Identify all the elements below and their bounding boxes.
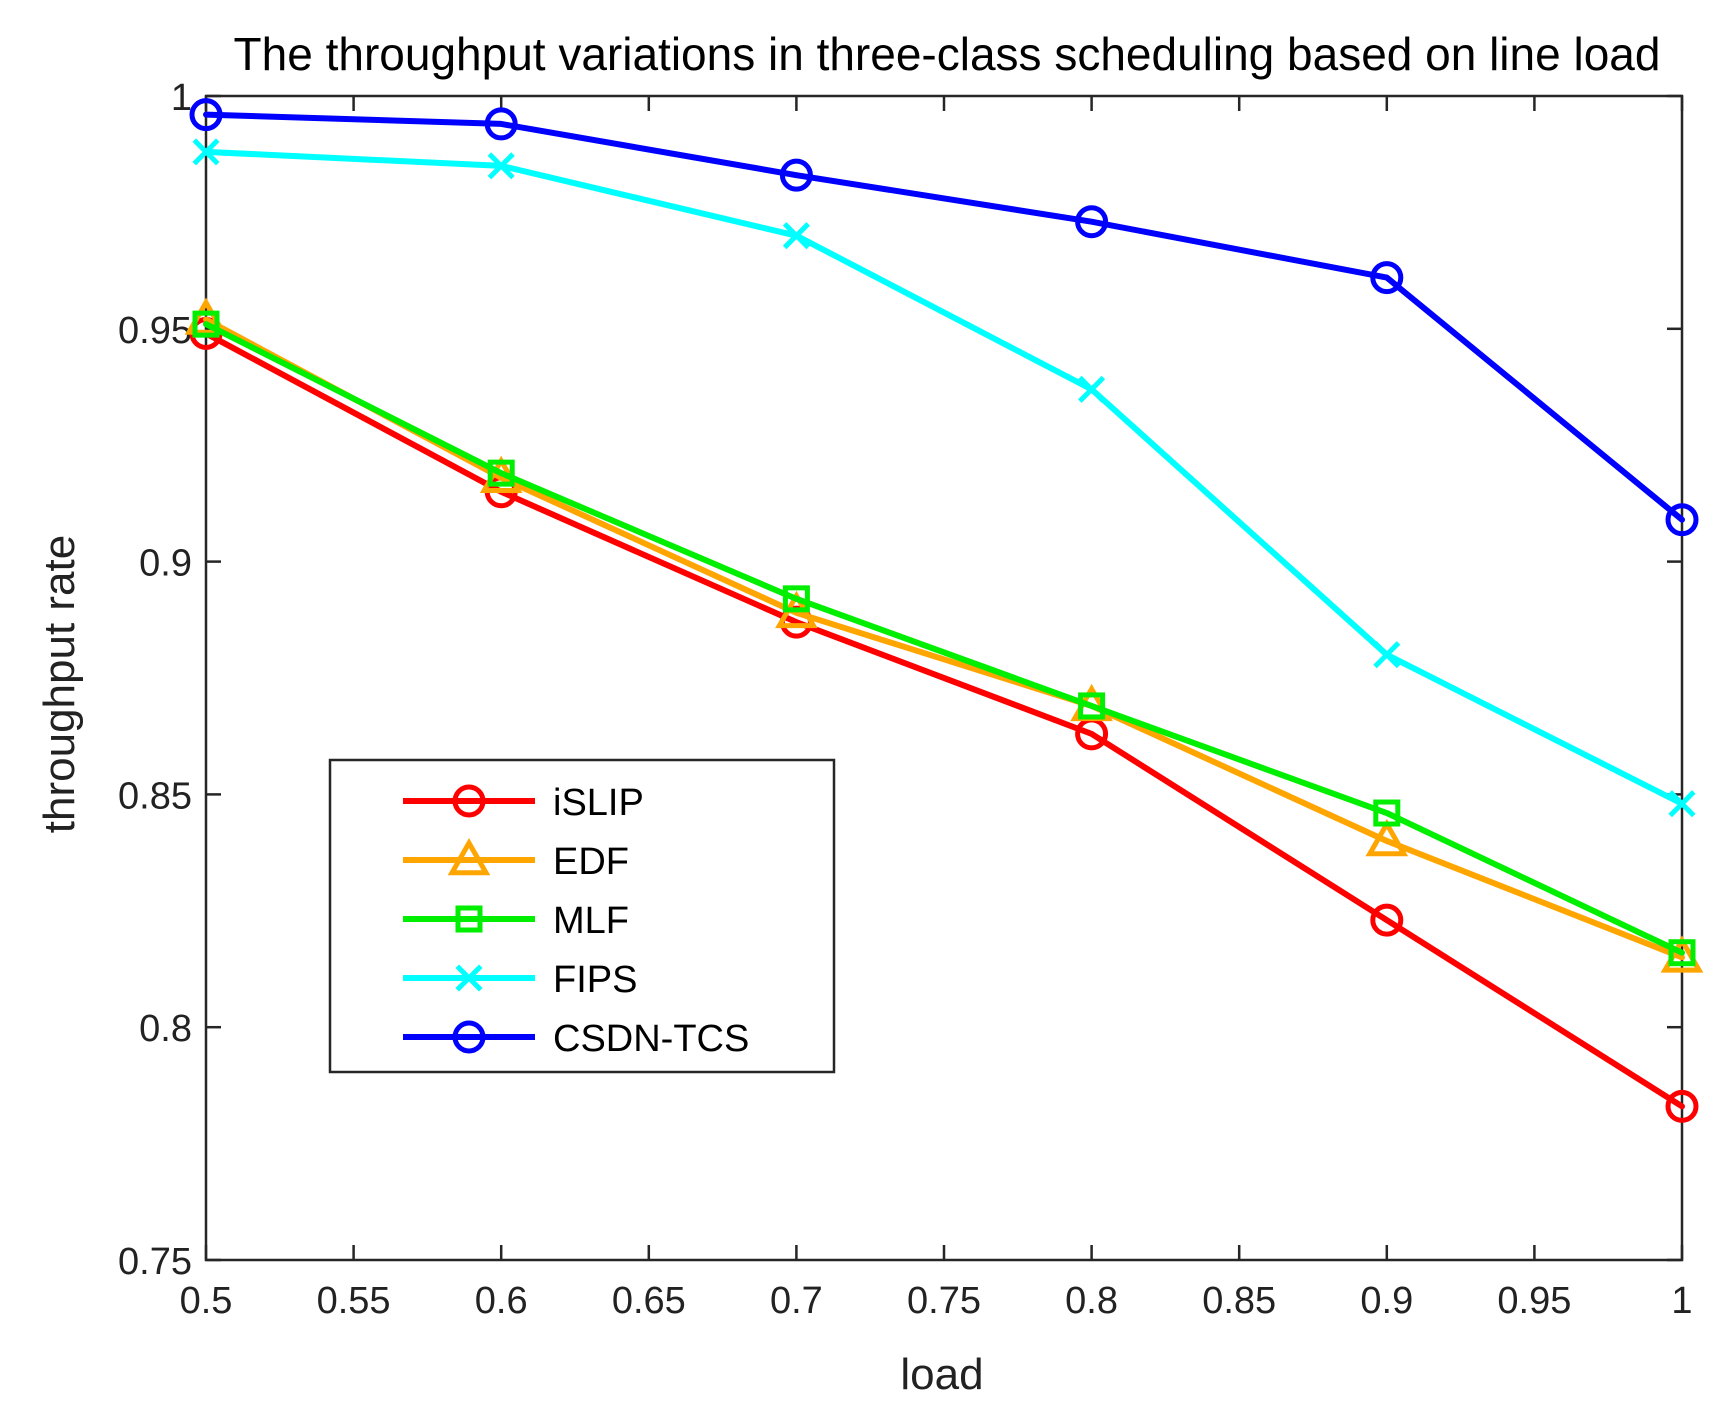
data-point-marker xyxy=(782,222,810,250)
x-tick-label: 0.7 xyxy=(770,1280,823,1322)
legend-marker xyxy=(447,837,491,876)
y-axis-label: throughput rate xyxy=(35,535,84,833)
x-tick-label: 0.65 xyxy=(612,1280,686,1322)
legend-label: CSDN-TCS xyxy=(553,1018,749,1060)
x-tick-label: 0.5 xyxy=(180,1280,233,1322)
data-point-marker xyxy=(484,107,518,141)
series-layer xyxy=(184,98,1704,1123)
x-tick-label: 0.95 xyxy=(1497,1280,1571,1322)
data-point-marker xyxy=(1665,503,1699,537)
legend-marker xyxy=(452,784,486,818)
data-point-marker xyxy=(1078,692,1106,720)
data-point-marker xyxy=(1668,790,1696,818)
data-point-marker xyxy=(487,152,515,180)
y-tick-label: 0.8 xyxy=(139,1008,192,1050)
y-tick-label: 0.9 xyxy=(139,543,192,585)
x-tick-label: 0.55 xyxy=(317,1280,391,1322)
series-line xyxy=(203,330,1685,1110)
legend-marker xyxy=(455,905,483,933)
y-tick-label: 0.85 xyxy=(118,775,192,817)
series-line xyxy=(203,148,1685,807)
series-csdn-tcs xyxy=(189,98,1699,537)
data-point-marker xyxy=(1370,903,1404,937)
data-point-marker xyxy=(1665,1089,1699,1123)
data-point-marker xyxy=(782,585,810,613)
x-tick-label: 0.85 xyxy=(1202,1280,1276,1322)
data-point-marker xyxy=(1078,375,1106,403)
chart-title: The throughput variations in three-class… xyxy=(234,28,1661,80)
x-tick-label: 0.6 xyxy=(475,1280,528,1322)
y-tick-label: 0.75 xyxy=(118,1241,192,1283)
data-point-marker xyxy=(1370,261,1404,295)
x-axis-label: load xyxy=(900,1350,983,1399)
plot-area: 0.5 0.55 0.6 0.65 0.7 0.75 0.8 0.85 0.9 0.95 1 0.75… xyxy=(118,77,1704,1322)
legend-item: EDF xyxy=(403,837,629,883)
series-line xyxy=(203,111,1685,523)
legend-item: iSLIP xyxy=(403,782,644,824)
legend-label: MLF xyxy=(553,900,629,942)
data-point-marker xyxy=(1075,205,1109,239)
x-tick-label: 1 xyxy=(1671,1280,1692,1322)
series-mlf xyxy=(192,310,1696,967)
legend: iSLIP EDF MLF FIPS CSDN-TCS xyxy=(328,758,836,1074)
data-point-marker xyxy=(1373,641,1401,669)
data-point-marker xyxy=(1668,939,1696,967)
legend-item: MLF xyxy=(403,900,629,942)
legend-label: iSLIP xyxy=(553,782,644,824)
data-point-marker xyxy=(192,138,220,166)
data-point-marker xyxy=(189,98,223,132)
y-tick-label: 0.95 xyxy=(118,310,192,352)
data-point-marker xyxy=(779,158,813,192)
legend-marker xyxy=(455,964,483,992)
data-point-marker xyxy=(487,459,515,487)
legend-label: FIPS xyxy=(553,959,637,1001)
data-point-marker xyxy=(192,310,220,338)
x-tick-label: 0.9 xyxy=(1360,1280,1413,1322)
y-tick-label: 1 xyxy=(171,77,192,119)
data-point-marker xyxy=(1373,799,1401,827)
legend-item: CSDN-TCS xyxy=(403,1018,749,1060)
x-tick-label: 0.8 xyxy=(1065,1280,1118,1322)
series-fips xyxy=(192,138,1696,818)
x-tick-label: 0.75 xyxy=(907,1280,981,1322)
data-point-marker xyxy=(1365,818,1409,857)
legend-label: EDF xyxy=(553,841,629,883)
series-line xyxy=(203,321,1685,956)
legend-marker xyxy=(452,1020,486,1054)
legend-item: FIPS xyxy=(403,959,637,1001)
